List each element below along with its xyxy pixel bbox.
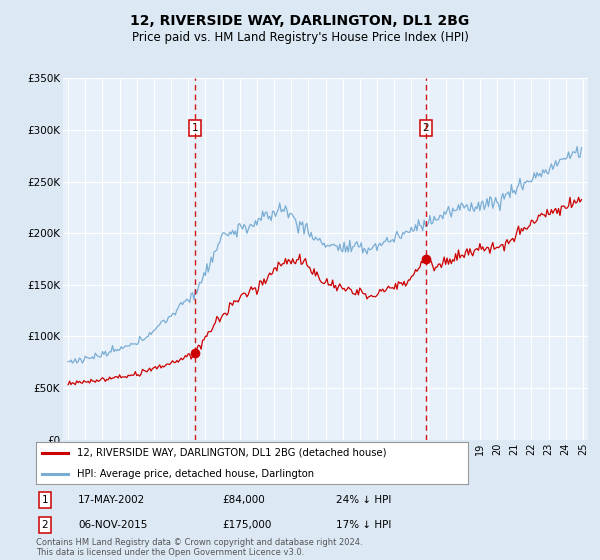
Text: Price paid vs. HM Land Registry's House Price Index (HPI): Price paid vs. HM Land Registry's House …: [131, 31, 469, 44]
Text: £84,000: £84,000: [222, 495, 265, 505]
Text: 24% ↓ HPI: 24% ↓ HPI: [336, 495, 391, 505]
Text: 2: 2: [422, 123, 429, 133]
Text: 2: 2: [41, 520, 49, 530]
Text: 06-NOV-2015: 06-NOV-2015: [78, 520, 148, 530]
Text: Contains HM Land Registry data © Crown copyright and database right 2024.
This d: Contains HM Land Registry data © Crown c…: [36, 538, 362, 557]
Text: £175,000: £175,000: [222, 520, 271, 530]
Text: 17% ↓ HPI: 17% ↓ HPI: [336, 520, 391, 530]
Text: 1: 1: [191, 123, 198, 133]
Text: 17-MAY-2002: 17-MAY-2002: [78, 495, 145, 505]
Text: 1: 1: [41, 495, 49, 505]
Text: 12, RIVERSIDE WAY, DARLINGTON, DL1 2BG: 12, RIVERSIDE WAY, DARLINGTON, DL1 2BG: [130, 14, 470, 28]
Text: 12, RIVERSIDE WAY, DARLINGTON, DL1 2BG (detached house): 12, RIVERSIDE WAY, DARLINGTON, DL1 2BG (…: [77, 448, 386, 458]
Text: HPI: Average price, detached house, Darlington: HPI: Average price, detached house, Darl…: [77, 469, 314, 479]
